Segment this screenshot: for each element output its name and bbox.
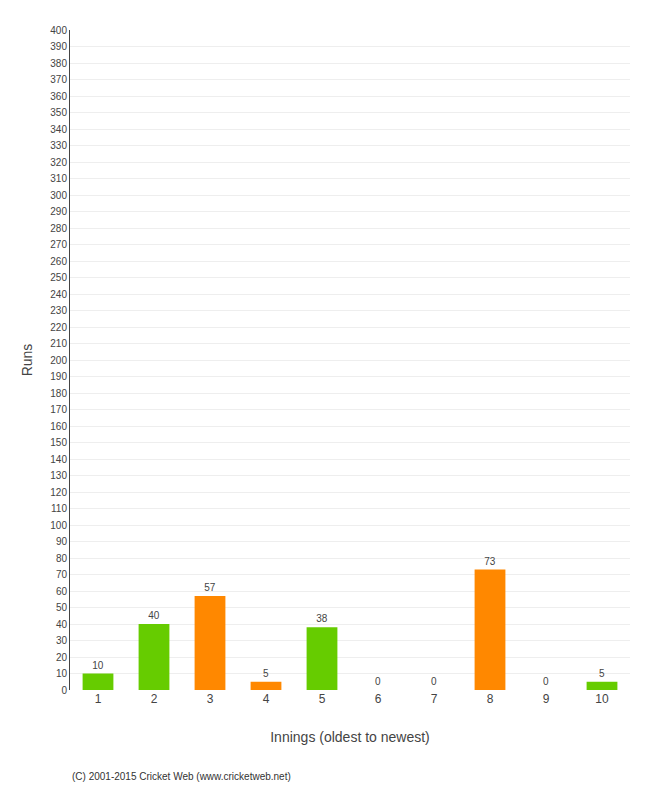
svg-text:250: 250 [50,272,67,283]
svg-text:300: 300 [50,190,67,201]
svg-text:10: 10 [56,668,68,679]
svg-text:290: 290 [50,206,67,217]
svg-text:60: 60 [56,586,68,597]
svg-text:230: 230 [50,305,67,316]
svg-text:4: 4 [263,692,270,706]
svg-text:340: 340 [50,124,67,135]
svg-text:90: 90 [56,536,68,547]
svg-text:0: 0 [375,676,381,687]
svg-text:10: 10 [92,660,104,671]
svg-text:0: 0 [61,685,67,696]
svg-text:100: 100 [50,520,67,531]
svg-text:30: 30 [56,635,68,646]
svg-text:1: 1 [95,692,102,706]
svg-text:8: 8 [487,692,494,706]
svg-text:310: 310 [50,173,67,184]
svg-text:140: 140 [50,454,67,465]
svg-text:240: 240 [50,289,67,300]
svg-text:400: 400 [50,25,67,36]
svg-text:5: 5 [263,668,269,679]
svg-text:6: 6 [375,692,382,706]
svg-text:320: 320 [50,157,67,168]
svg-text:330: 330 [50,140,67,151]
svg-text:150: 150 [50,437,67,448]
svg-text:40: 40 [56,619,68,630]
svg-text:5: 5 [599,668,605,679]
svg-text:350: 350 [50,107,67,118]
svg-text:0: 0 [431,676,437,687]
svg-text:Innings (oldest to newest): Innings (oldest to newest) [270,729,430,745]
svg-text:160: 160 [50,421,67,432]
svg-text:370: 370 [50,74,67,85]
svg-text:10: 10 [595,692,609,706]
svg-text:7: 7 [431,692,438,706]
svg-text:360: 360 [50,91,67,102]
svg-text:170: 170 [50,404,67,415]
svg-text:50: 50 [56,602,68,613]
svg-text:260: 260 [50,256,67,267]
svg-text:2: 2 [151,692,158,706]
svg-text:20: 20 [56,652,68,663]
svg-text:70: 70 [56,569,68,580]
svg-text:(C) 2001-2015 Cricket Web (www: (C) 2001-2015 Cricket Web (www.cricketwe… [72,771,291,782]
svg-text:0: 0 [543,676,549,687]
svg-text:210: 210 [50,338,67,349]
svg-text:38: 38 [316,613,328,624]
svg-text:5: 5 [319,692,326,706]
svg-text:190: 190 [50,371,67,382]
svg-text:3: 3 [207,692,214,706]
svg-text:110: 110 [51,503,67,514]
svg-text:9: 9 [543,692,550,706]
svg-text:280: 280 [50,223,67,234]
svg-text:120: 120 [50,487,67,498]
svg-text:130: 130 [50,470,67,481]
svg-text:200: 200 [50,355,67,366]
svg-text:80: 80 [56,553,68,564]
svg-text:220: 220 [50,322,67,333]
svg-text:73: 73 [484,556,496,567]
svg-text:390: 390 [50,41,67,52]
svg-text:180: 180 [50,388,67,399]
svg-text:57: 57 [204,582,216,593]
svg-text:Runs: Runs [19,344,35,377]
svg-text:270: 270 [50,239,67,250]
svg-text:40: 40 [148,610,160,621]
svg-text:380: 380 [50,58,67,69]
